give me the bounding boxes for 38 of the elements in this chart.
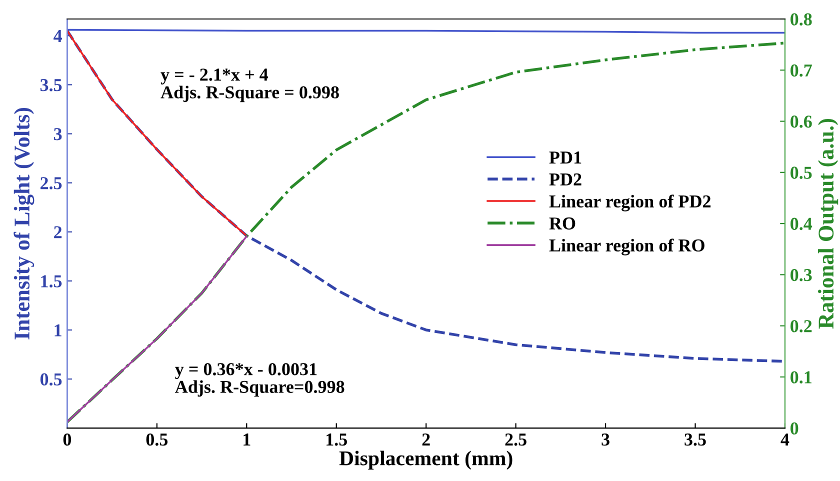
- y-tick-label: 3.5: [40, 79, 62, 92]
- y2-tick-label: 0: [790, 422, 798, 435]
- x-axis-title: Displacement (mm): [339, 450, 512, 470]
- legend-label: PD1: [549, 152, 582, 164]
- y-tick-label: 3: [54, 128, 62, 140]
- annotation: y = - 2.1*x + 4 Adjs. R-Square = 0.998: [160, 68, 339, 102]
- x-tick-label: 0: [63, 433, 72, 446]
- legend-label: Linear region of RO: [549, 238, 704, 256]
- x-tick-label: 1: [244, 434, 250, 446]
- x-tick-label: 3.5: [684, 434, 706, 446]
- y2-tick-label: 0.7: [790, 64, 812, 77]
- legend-label: PD2: [549, 173, 582, 186]
- y-tick-label: 4: [54, 30, 62, 42]
- y-tick-label: 2: [54, 226, 62, 238]
- line-series: [67, 42, 785, 424]
- x-tick-label: 4: [780, 434, 790, 446]
- y-tick-label: 2.5: [40, 177, 62, 190]
- x-tick-label: 1.5: [326, 434, 347, 446]
- y2-tick-label: 0.8: [790, 13, 812, 26]
- x-tick-label: 3: [602, 434, 610, 446]
- y-tick-label: 0.5: [40, 373, 62, 386]
- y-tick-label: 1.5: [41, 275, 62, 288]
- y-tick-label: 1: [54, 324, 62, 336]
- legend-label: RO: [549, 217, 576, 230]
- annotation: y = 0.36*x - 0.0031 Adjs. R-Square=0.998: [175, 363, 344, 397]
- legend-label: Linear region of PD2: [549, 194, 711, 212]
- line-series: [67, 29, 785, 363]
- x-tick-label: 2: [422, 434, 430, 446]
- y2-tick-label: 0.3: [790, 268, 812, 282]
- x-tick-label: 2.5: [505, 434, 526, 446]
- y2-tick-label: 0.4: [790, 218, 812, 230]
- y2-tick-label: 0.1: [790, 371, 812, 384]
- y2-tick-label: 0.2: [790, 320, 812, 332]
- y2-tick-label: 0.6: [790, 116, 812, 128]
- y2-tick-label: 0.5: [790, 166, 812, 179]
- x-tick-label: 0.5: [146, 433, 168, 446]
- y-axis-title: Intensity of Light (Volts): [14, 108, 34, 340]
- y2-axis-title: Rational Output (a.u.): [818, 118, 838, 329]
